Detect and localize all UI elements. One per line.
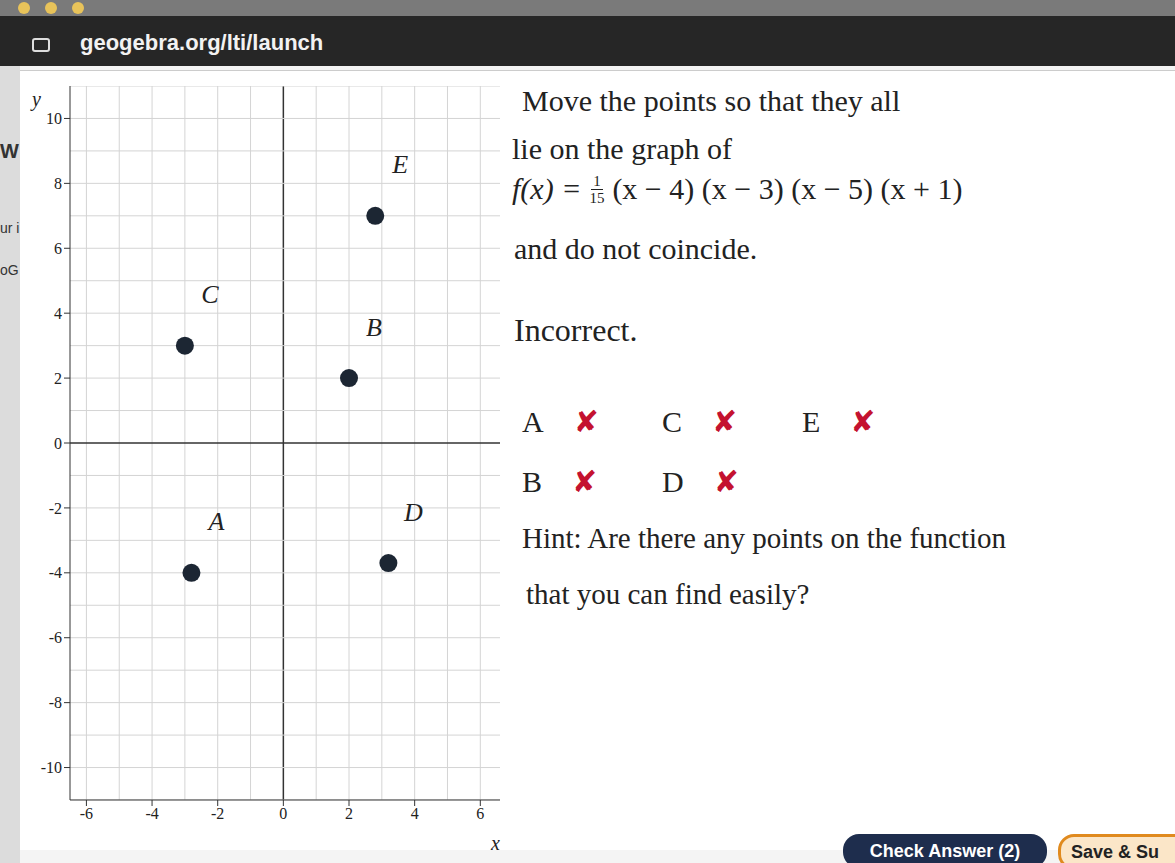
html-text:15 (x − 4) (x − 3) (x − 5) (x: 15 (x − 4) (x − 3) (x − 5) (x + 1)	[589, 172, 963, 206]
html-text:E: E	[802, 405, 821, 438]
svg-text:-6: -6	[49, 629, 62, 646]
html-text:C: C	[662, 405, 682, 438]
svg-text:-2: -2	[211, 805, 224, 822]
svg-text:0: 0	[279, 805, 287, 822]
svg-text:2: 2	[54, 370, 62, 387]
html-text:geogebra.org/lti/launch: geogebra.org/lti/launch	[80, 30, 324, 55]
svg-text:-4: -4	[49, 564, 62, 581]
svg-text:E: E	[391, 150, 408, 179]
svg-text:A: A	[207, 507, 225, 536]
html-text:Incorrect.: Incorrect.	[514, 312, 638, 348]
svg-text:-2: -2	[49, 500, 62, 517]
svg-text:x: x	[490, 832, 500, 854]
svg-text:y: y	[30, 88, 41, 111]
html-text:f(x) = 1: f(x) = 1	[512, 172, 601, 205]
svg-text:-10: -10	[41, 759, 62, 776]
svg-text:6: 6	[54, 240, 62, 257]
svg-text:4: 4	[54, 305, 62, 322]
html-text:that you can find easily?: that you can find easily?	[526, 578, 810, 610]
html-text:B: B	[522, 465, 542, 498]
html-text:A: A	[522, 405, 544, 438]
svg-text:-8: -8	[49, 694, 62, 711]
html-text:oG: oG	[0, 262, 19, 278]
html-text:W: W	[0, 140, 19, 162]
svg-text:6: 6	[476, 805, 484, 822]
html-text:Save & Su: Save & Su	[1071, 841, 1159, 862]
html-text:Check Answer (2): Check Answer (2)	[869, 840, 1021, 861]
html-text:Hint: Are there any points on: Hint: Are there any points on the functi…	[522, 522, 1006, 554]
svg-text:10: 10	[46, 110, 62, 127]
svg-text:0: 0	[54, 435, 62, 452]
svg-text:4: 4	[411, 805, 419, 822]
html-text:D: D	[662, 465, 684, 498]
svg-text:-4: -4	[145, 805, 158, 822]
svg-text:D: D	[403, 498, 423, 527]
svg-text:8: 8	[54, 175, 62, 192]
svg-text:B: B	[366, 313, 382, 342]
svg-text:2: 2	[345, 805, 353, 822]
html-text:lie on the graph of: lie on the graph of	[512, 132, 732, 165]
html-text:and do not coincide.: and do not coincide.	[514, 232, 758, 265]
svg-text:C: C	[201, 280, 219, 309]
html-text:ur i: ur i	[0, 220, 20, 236]
html-text:Move the points so that they a: Move the points so that they all	[522, 84, 901, 117]
svg-text:-6: -6	[80, 805, 93, 822]
